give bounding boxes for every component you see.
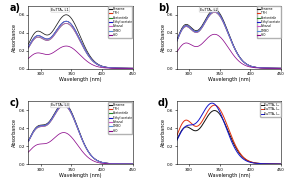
Line: EuTTA₃ L₂: EuTTA₃ L₂ [177,105,284,164]
Y-axis label: Absorbance: Absorbance [161,23,166,52]
EuTTA₃ L₃ [247,161,250,163]
EuTTA₃ L₂ [247,160,250,162]
Legend: Benzene, TFH, Acetonitrile, Ethyl acetate, Ethanol, DMSO, H₂O: Benzene, TFH, Acetonitrile, Ethyl acetat… [257,6,281,38]
EuTTA₃ L₃ [239,155,242,157]
Text: EuTTA₃ L3: EuTTA₃ L3 [51,103,69,107]
X-axis label: Wavelength (nm): Wavelength (nm) [208,173,250,178]
X-axis label: Wavelength (nm): Wavelength (nm) [59,77,102,82]
Y-axis label: Absorbance: Absorbance [161,119,166,147]
EuTTA₃ L₁ [203,121,206,123]
Line: EuTTA₃ L₃: EuTTA₃ L₃ [177,103,284,164]
Text: b): b) [158,2,170,12]
EuTTA₃ L₁ [175,139,178,141]
Legend: EuTTA₃ L₁, EuTTA₃ L₂, EuTTA₃ L₃: EuTTA₃ L₁, EuTTA₃ L₂, EuTTA₃ L₃ [260,102,281,117]
Y-axis label: Absorbance: Absorbance [12,119,17,147]
EuTTA₃ L₂ [213,104,216,106]
EuTTA₃ L₃ [224,125,227,127]
Y-axis label: Absorbance: Absorbance [12,23,17,52]
Text: c): c) [10,98,20,108]
EuTTA₃ L₁ [283,163,284,165]
EuTTA₃ L₁ [247,160,250,162]
Legend: Benzene, TFH, Acetonitrile, Ethyl acetate, Ethanol, DMSO, H₂O: Benzene, TFH, Acetonitrile, Ethyl acetat… [108,102,132,134]
EuTTA₃ L₁ [239,153,242,156]
Legend: Benzene, TFH, Acetonitrile, Ethyl acetate, Ethanol, DMSO, H₂O: Benzene, TFH, Acetonitrile, Ethyl acetat… [108,6,132,38]
EuTTA₃ L₂ [194,125,197,128]
EuTTA₃ L₁ [256,162,260,164]
EuTTA₃ L₁ [213,109,216,112]
EuTTA₃ L₁ [224,124,227,126]
EuTTA₃ L₁ [194,130,197,132]
EuTTA₃ L₂ [256,162,260,164]
Text: a): a) [10,2,21,12]
EuTTA₃ L₃ [194,122,197,124]
EuTTA₃ L₃ [203,110,206,112]
EuTTA₃ L₂ [175,135,178,137]
EuTTA₃ L₃ [256,162,260,165]
Text: EuTTA₃ L1: EuTTA₃ L1 [51,8,69,12]
X-axis label: Wavelength (nm): Wavelength (nm) [208,77,250,82]
Line: EuTTA₃ L₁: EuTTA₃ L₁ [177,111,284,164]
EuTTA₃ L₂ [283,163,284,165]
EuTTA₃ L₂ [239,152,242,155]
EuTTA₃ L₂ [203,116,206,119]
EuTTA₃ L₃ [175,139,178,142]
Text: EuTTA₃ L2: EuTTA₃ L2 [200,8,218,12]
EuTTA₃ L₂ [224,120,227,122]
X-axis label: Wavelength (nm): Wavelength (nm) [59,173,102,178]
Text: d): d) [158,98,170,108]
EuTTA₃ L₃ [210,102,214,104]
EuTTA₃ L₃ [283,163,284,165]
